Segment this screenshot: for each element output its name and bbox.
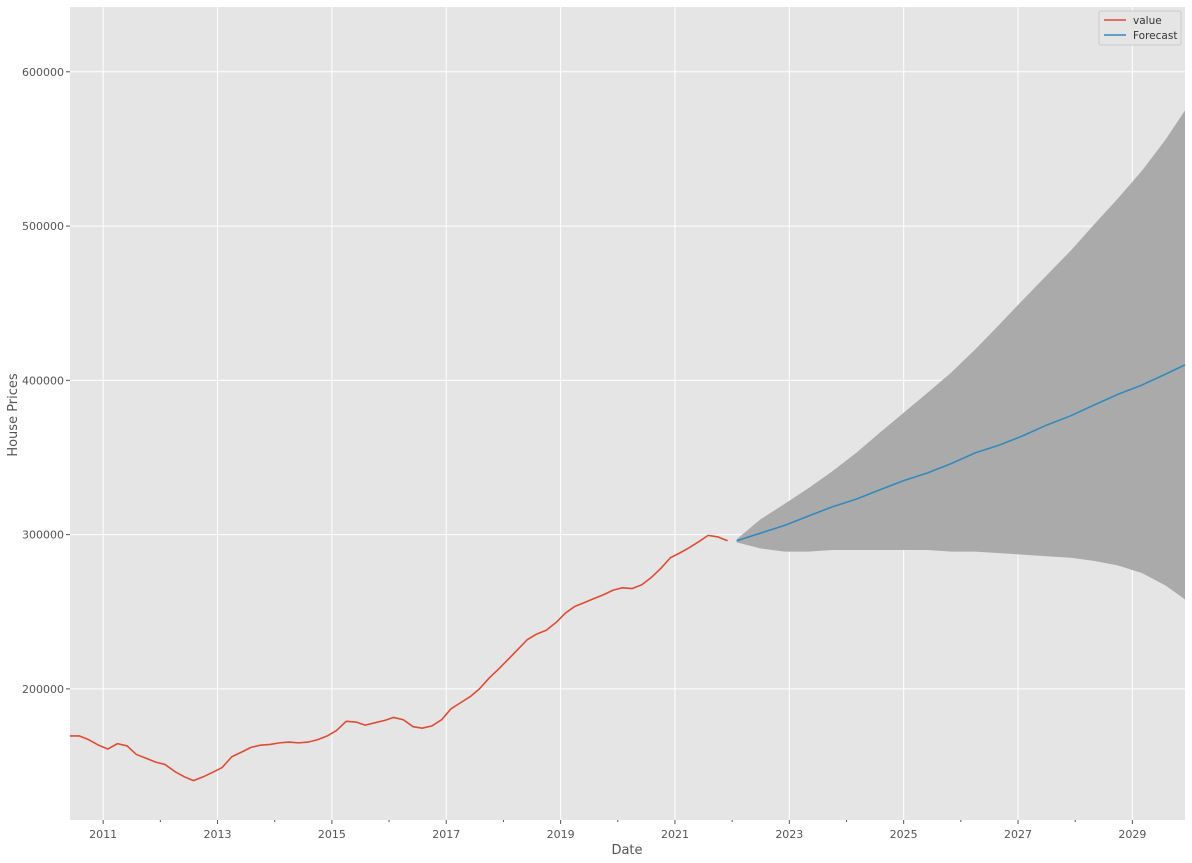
y-tick-label: 300000	[22, 529, 64, 542]
x-tick-label: 2013	[204, 828, 232, 841]
x-tick-label: 2023	[775, 828, 803, 841]
legend-label-value: value	[1133, 15, 1162, 27]
x-tick-label: 2027	[1004, 828, 1032, 841]
forecast-confidence-band	[736, 110, 1185, 600]
y-axis-label: House Prices	[6, 373, 21, 457]
y-tick-label: 200000	[22, 683, 64, 696]
x-tick-label: 2029	[1118, 828, 1146, 841]
legend-label-forecast: Forecast	[1133, 30, 1177, 42]
x-tick-label: 2017	[432, 828, 460, 841]
series-line-forecast	[736, 364, 1186, 542]
x-tick-label: 2025	[890, 828, 918, 841]
x-tick-label: 2021	[661, 828, 689, 841]
series-line-value	[70, 534, 728, 782]
y-tick-label: 600000	[22, 66, 64, 79]
x-tick-label: 2019	[547, 828, 575, 841]
x-axis-label: Date	[611, 843, 642, 858]
tick-labels: 2011 2013 2015 2017 2019 2021 2023 2025 2027 2029…	[22, 66, 1146, 841]
x-tick-label: 2011	[89, 828, 117, 841]
legend: value Forecast	[1098, 10, 1182, 46]
series-layer	[70, 110, 1186, 782]
y-tick-label: 400000	[22, 374, 64, 387]
x-tick-label: 2015	[318, 828, 346, 841]
y-tick-label: 500000	[22, 220, 64, 233]
